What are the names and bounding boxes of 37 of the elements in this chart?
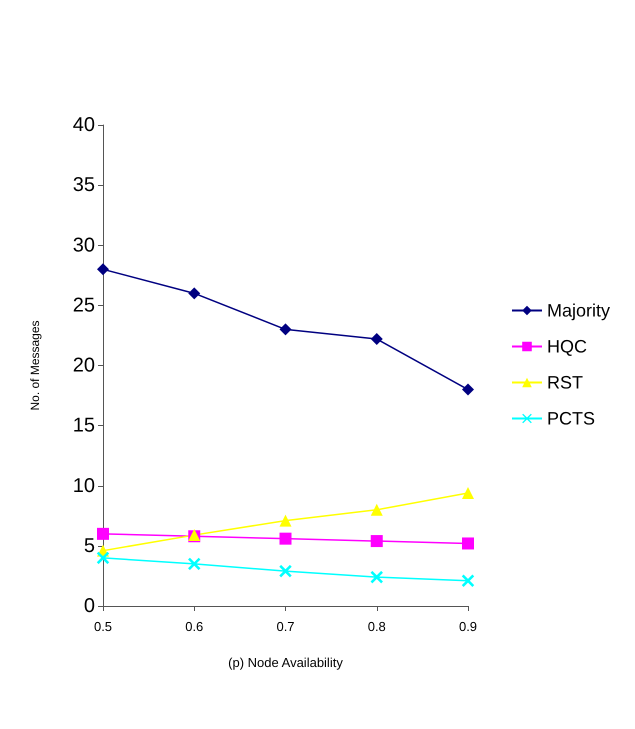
point: [280, 323, 292, 336]
point: [97, 552, 109, 564]
point: [280, 565, 292, 578]
y-tick-label: 30: [72, 234, 95, 256]
x-tick-label: 0.7: [276, 619, 295, 634]
y-tick-label: 35: [72, 174, 95, 196]
x-tick-label: 0.8: [368, 619, 386, 634]
y-tick-label: 20: [72, 354, 95, 376]
y-tick-label: 25: [72, 294, 95, 316]
y-tick-label: 5: [84, 534, 95, 557]
x-tick-label: 0.9: [458, 619, 478, 634]
y-tick-label: 15: [72, 414, 95, 437]
point: [370, 504, 383, 516]
legend-label: RST: [546, 372, 583, 392]
point: [370, 571, 383, 584]
y-axis-title: No. of Messages: [28, 320, 42, 411]
point: [188, 287, 200, 300]
y-tick-label: 0: [84, 595, 95, 617]
point: [280, 532, 292, 545]
y-tick-label: 10: [72, 474, 95, 497]
legend-label: PCTS: [546, 408, 596, 428]
point: [370, 535, 383, 548]
point: [462, 574, 474, 587]
x-tick-label: 0.5: [94, 619, 112, 634]
point: [280, 514, 292, 527]
x-axis-title: (p) Node Availability: [228, 655, 344, 670]
x-tick-label: 0.6: [185, 619, 204, 634]
point: [370, 333, 383, 346]
y-tick-label: 40: [72, 114, 95, 136]
point: [97, 528, 109, 540]
legend-label: HQC: [546, 336, 587, 356]
point: [462, 537, 474, 550]
point: [462, 486, 474, 499]
point: [97, 263, 109, 276]
point: [188, 558, 200, 570]
legend-label: Majority: [546, 300, 610, 320]
point: [462, 384, 474, 396]
